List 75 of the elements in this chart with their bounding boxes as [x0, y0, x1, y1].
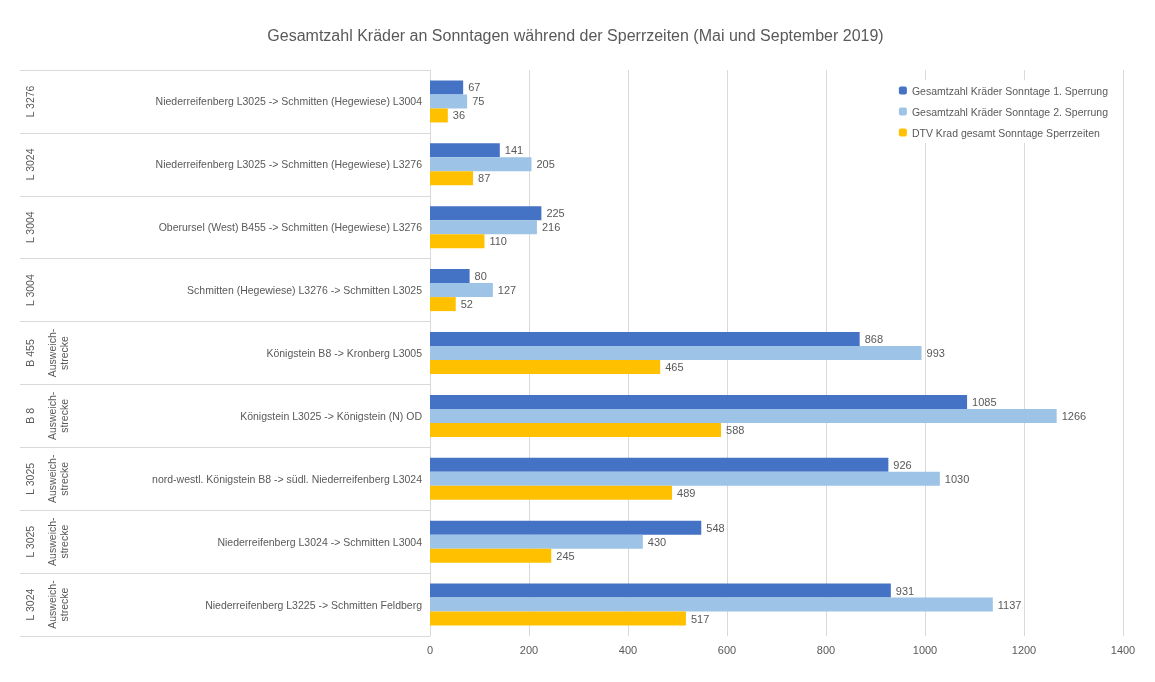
bar	[430, 520, 702, 535]
category-label: L 3024 Ausweich-strecke Niederreifenberg L3225 -> Schmitten Feldberg	[24, 580, 422, 629]
x-tick-label: 400	[618, 643, 638, 656]
data-label: 1030	[944, 472, 970, 485]
data-label: 67	[468, 81, 481, 94]
data-label: 36	[452, 109, 466, 122]
bar	[430, 422, 722, 437]
data-label: 205	[536, 158, 555, 171]
data-label: 225	[546, 207, 565, 220]
category-label: L 3004 Schmitten (Hegewiese) L3276 -> Schmitten L3025	[24, 274, 422, 306]
category-label: B 455 Ausweich-strecke Königstein B8 -> Kronberg L3005	[24, 328, 422, 378]
legend-label: DTV Krad gesamt Sonntage Sperrzeiten	[911, 126, 1100, 139]
bar	[430, 269, 470, 284]
data-label: 465	[665, 361, 684, 373]
bar	[430, 548, 552, 563]
bar	[430, 471, 940, 486]
category-label: L 3004 Oberursel (West) B455 -> Schmitten (Hegewiese) L3276	[24, 211, 422, 244]
bar	[430, 332, 860, 346]
data-label: 245	[556, 549, 575, 562]
bar	[430, 360, 661, 374]
bar	[430, 346, 922, 360]
bar	[430, 143, 500, 158]
data-label: 489	[677, 486, 696, 499]
bar	[430, 108, 448, 123]
bar	[430, 94, 468, 109]
legend-label: Gesamtzahl Kräder Sonntage 1. Sperrung	[911, 84, 1109, 97]
bar	[430, 234, 485, 249]
bar	[430, 394, 968, 409]
data-label: 931	[895, 584, 915, 597]
bar	[430, 80, 464, 95]
category-label: L 3025 Ausweich-strecke nord-westl. Königstein B8 -> südl. Niederreifenberg L3024	[24, 454, 422, 503]
bar	[430, 611, 686, 626]
x-tick-label: 1400	[1110, 643, 1136, 656]
data-label: 926	[893, 458, 912, 471]
chart-title: Gesamtzahl Kräder an Sonntagen während der Sperrzeiten (Mai und September 2019)	[267, 26, 884, 44]
x-tick-label: 0	[426, 643, 434, 656]
data-label: 110	[489, 235, 507, 248]
bar	[430, 583, 891, 598]
bar	[430, 534, 643, 549]
data-label: 87	[478, 172, 491, 185]
category-label: B 8 Ausweich-strecke Königstein L3025 -> Königstein (N) OD	[24, 391, 422, 441]
bar	[430, 220, 537, 235]
data-label: 548	[706, 521, 725, 534]
bar	[430, 408, 1057, 423]
data-label: 430	[647, 535, 667, 548]
data-label: 216	[541, 221, 561, 234]
data-label: 588	[726, 423, 745, 436]
category-label: L 3276 Niederreifenberg L3025 -> Schmitten (Hegewiese) L3004	[24, 85, 422, 118]
bar	[430, 485, 673, 500]
x-tick-label: 1000	[912, 643, 938, 656]
data-label: 993	[926, 347, 945, 359]
x-tick-label: 1200	[1011, 643, 1037, 656]
data-label: 80	[474, 270, 487, 283]
data-label: 1266	[1061, 409, 1087, 422]
bar	[430, 283, 493, 298]
data-label: 517	[690, 612, 710, 625]
bar	[430, 206, 542, 221]
bar	[430, 157, 532, 172]
bar	[430, 597, 993, 612]
category-label: L 3025 Ausweich-strecke Niederreifenberg L3024 -> Schmitten L3004	[24, 517, 422, 566]
data-label: 1137	[997, 598, 1022, 611]
data-label: 141	[504, 144, 524, 157]
x-tick-label: 800	[816, 643, 836, 656]
data-label: 1085	[972, 395, 997, 408]
x-tick-label: 600	[717, 643, 737, 656]
data-label: 868	[864, 333, 884, 345]
data-label: 75	[472, 95, 485, 108]
data-label: 127	[497, 284, 517, 297]
x-tick-label: 200	[519, 643, 539, 656]
bar	[430, 457, 889, 472]
bar	[430, 297, 456, 312]
data-label: 52	[460, 298, 473, 311]
category-label: L 3024 Niederreifenberg L3025 -> Schmitten (Hegewiese) L3276	[24, 148, 422, 181]
bar	[430, 171, 474, 186]
legend-label: Gesamtzahl Kräder Sonntage 2. Sperrung	[911, 105, 1109, 118]
